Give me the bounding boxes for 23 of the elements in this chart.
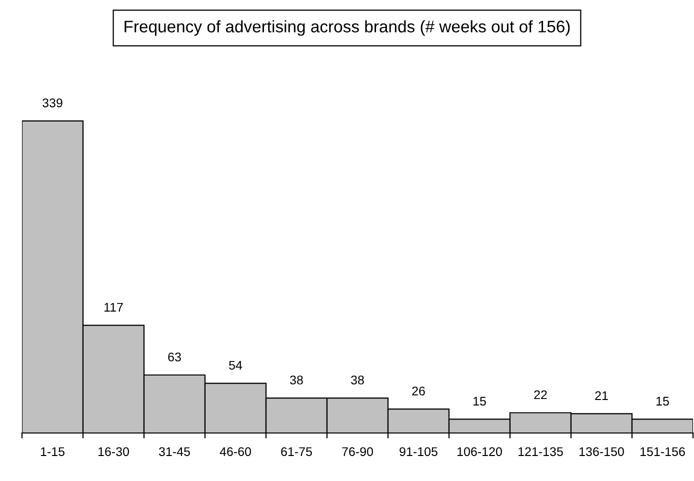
data-label: 26 — [412, 386, 425, 396]
x-tick-label: 16-30 — [98, 447, 129, 456]
data-label: 339 — [42, 98, 62, 108]
x-tick-label: 151-156 — [640, 447, 685, 456]
x-tick-label: 31-45 — [158, 447, 190, 456]
x-tick-label: 106-120 — [458, 447, 502, 456]
data-label: 15 — [656, 396, 669, 406]
data-label: 63 — [168, 352, 181, 362]
data-label: 38 — [351, 376, 364, 384]
data-label: 54 — [229, 360, 242, 370]
data-label: 15 — [474, 396, 486, 406]
x-tick-label: 1-15 — [40, 447, 64, 456]
x-tick-label: 61-75 — [281, 447, 312, 456]
data-label: 21 — [595, 391, 608, 400]
chart-title: Frequency of advertising across brands (# weeks out of 156) — [124, 20, 570, 36]
x-tick-label: 46-60 — [220, 447, 251, 456]
x-tick-label: 136-150 — [580, 447, 624, 456]
x-tick-label: 121-135 — [518, 447, 563, 456]
x-tick-label: 76-90 — [342, 447, 373, 456]
data-label: 22 — [534, 390, 547, 400]
x-tick-label: 91-105 — [400, 447, 438, 456]
data-label: 117 — [104, 302, 123, 312]
data-label: 38 — [290, 376, 303, 384]
